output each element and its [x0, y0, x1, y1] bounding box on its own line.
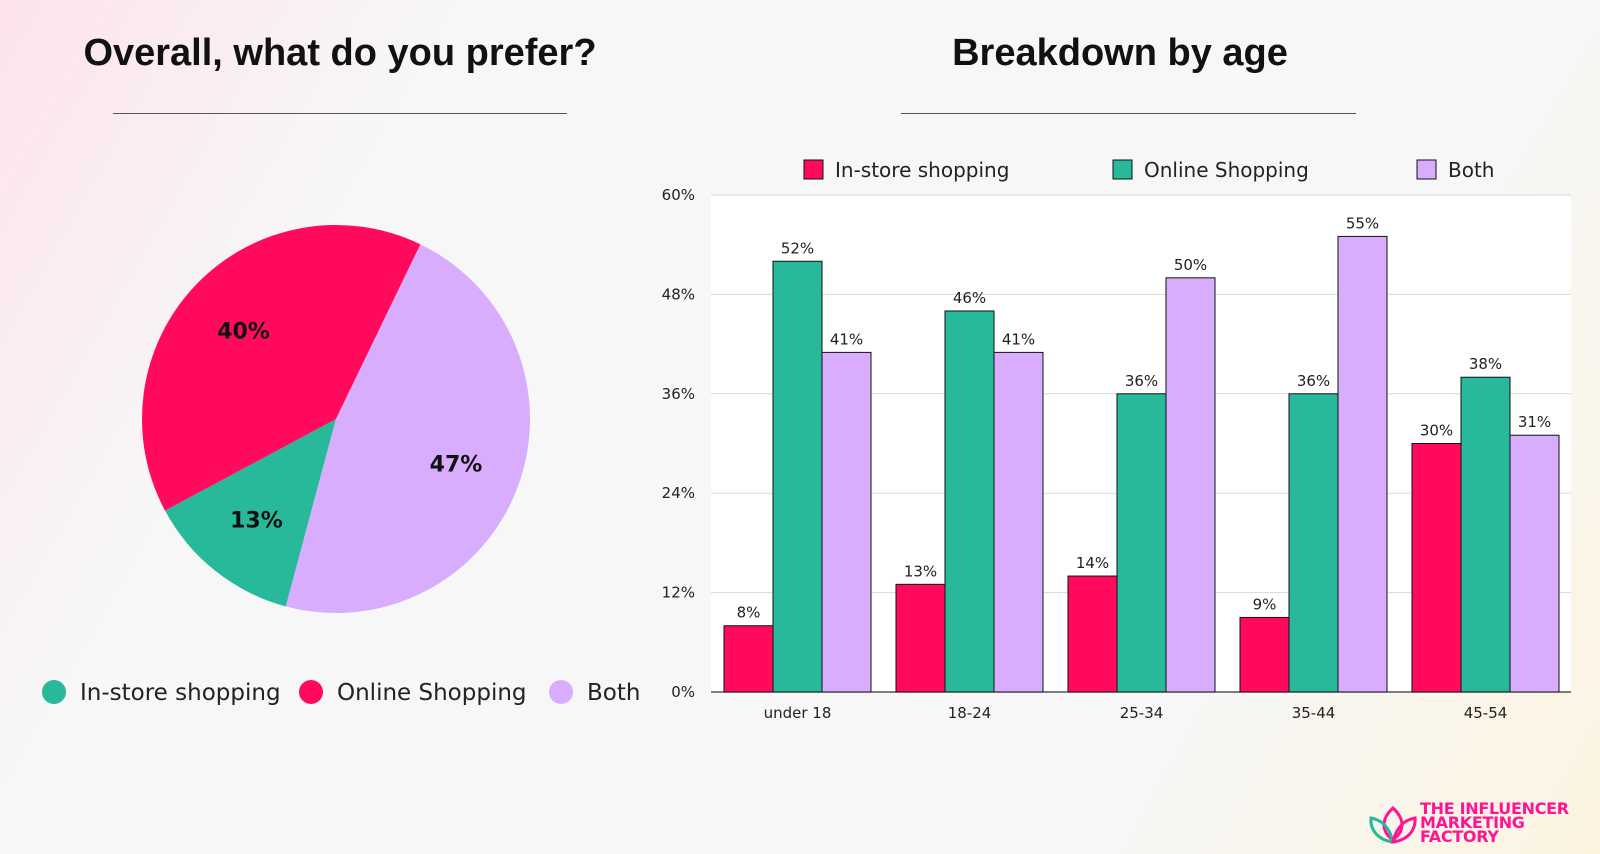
- bar-legend: In-store shopping Online Shopping Both: [803, 158, 1494, 182]
- pie-label-in-store-shopping: 13%: [230, 508, 283, 533]
- bar-in-store-shopping-18-24: [895, 583, 946, 693]
- x-tick-label: 25-34: [1120, 704, 1164, 722]
- legend-label: Online Shopping: [337, 680, 527, 706]
- legend-swatch: [299, 680, 323, 704]
- brand-logo: THE INFLUENCER MARKETING FACTORY: [1368, 799, 1593, 848]
- pie-label-online-shopping: 40%: [217, 319, 270, 344]
- bar-value-label: 9%: [1253, 595, 1277, 613]
- pie-chart: 13% 40% 47%: [142, 225, 530, 613]
- brand-line-1: THE INFLUENCER: [1420, 799, 1569, 818]
- bar-chart-title: Breakdown by age: [952, 32, 1288, 74]
- pie-label-both: 47%: [430, 453, 483, 478]
- legend-swatch: [803, 159, 824, 180]
- bar-value-label: 8%: [737, 604, 761, 622]
- bar-in-store-shopping-under-18: [723, 625, 774, 693]
- pie-slice-in-store-shopping: [165, 419, 336, 607]
- bar-value-label: 38%: [1469, 355, 1502, 373]
- pie-legend-item-both: Both: [549, 680, 640, 706]
- bar-online-shopping-18-24: [944, 310, 995, 693]
- pie-chart-title: Overall, what do you prefer?: [83, 32, 597, 74]
- legend-label: Online Shopping: [1144, 158, 1309, 182]
- legend-swatch: [1416, 159, 1437, 180]
- legend-label: In-store shopping: [80, 680, 281, 706]
- bar-value-label: 36%: [1125, 372, 1158, 390]
- bar-both-under-18: [821, 351, 872, 693]
- bar-online-shopping-under-18: [772, 260, 823, 693]
- x-tick-label: 35-44: [1292, 704, 1336, 722]
- bar-both-25-34: [1165, 277, 1216, 693]
- bar-value-label: 55%: [1346, 214, 1379, 232]
- bar-in-store-shopping-45-54: [1411, 443, 1462, 693]
- bar-in-store-shopping-25-34: [1067, 575, 1118, 693]
- brand-wordmark: THE INFLUENCER MARKETING FACTORY: [1420, 799, 1569, 846]
- bar-online-shopping-25-34: [1116, 393, 1167, 693]
- bar-legend-item-in-store-shopping: In-store shopping: [803, 158, 1009, 182]
- bar-value-label: 52%: [781, 239, 814, 257]
- brand-line-2: MARKETING: [1420, 813, 1525, 832]
- y-tick-label: 12%: [662, 584, 695, 602]
- pie-slice-online-shopping: [142, 225, 421, 511]
- bar-title-divider: [901, 113, 1356, 114]
- y-tick-label: 0%: [671, 683, 695, 701]
- legend-label: Both: [587, 680, 640, 706]
- bar-value-label: 41%: [1002, 330, 1035, 348]
- bar-in-store-shopping-35-44: [1239, 616, 1290, 693]
- bar-chart: 0% 12% 24% 36% 48% 60% 8% 52% 41% under 18 13% 46% 4…: [662, 186, 1571, 722]
- pie-slice-both: [285, 244, 530, 613]
- pie-legend-item-in-store-shopping: In-store shopping: [42, 680, 281, 706]
- pie-legend-item-online-shopping: Online Shopping: [299, 680, 527, 706]
- legend-label: Both: [1448, 158, 1494, 182]
- legend-swatch: [42, 680, 66, 704]
- bar-value-label: 30%: [1420, 422, 1453, 440]
- bar-both-35-44: [1337, 235, 1388, 693]
- y-tick-label: 36%: [662, 385, 695, 403]
- y-tick-label: 24%: [662, 484, 695, 502]
- legend-label: In-store shopping: [835, 158, 1009, 182]
- x-tick-label: under 18: [764, 704, 832, 722]
- bar-value-label: 36%: [1297, 372, 1330, 390]
- bar-value-label: 14%: [1076, 554, 1109, 572]
- y-tick-label: 60%: [662, 186, 695, 204]
- pie-legend: In-store shopping Online Shopping Both: [42, 680, 640, 706]
- bar-value-label: 41%: [830, 330, 863, 348]
- bar-online-shopping-45-54: [1460, 376, 1511, 693]
- bar-both-45-54: [1509, 434, 1560, 693]
- y-tick-label: 48%: [662, 285, 695, 303]
- bar-value-label: 50%: [1174, 256, 1207, 274]
- brand-line-3: FACTORY: [1420, 827, 1499, 846]
- bar-online-shopping-35-44: [1288, 393, 1339, 693]
- bar-value-label: 46%: [953, 289, 986, 307]
- x-tick-label: 45-54: [1464, 704, 1508, 722]
- legend-swatch: [1112, 159, 1133, 180]
- bar-legend-item-both: Both: [1416, 158, 1494, 182]
- legend-swatch: [549, 680, 573, 704]
- bar-value-label: 31%: [1518, 413, 1551, 431]
- bar-value-label: 13%: [904, 562, 937, 580]
- x-tick-label: 18-24: [948, 704, 992, 722]
- bar-legend-item-online-shopping: Online Shopping: [1112, 158, 1309, 182]
- pie-title-divider: [113, 113, 567, 114]
- lotus-icon: [1369, 805, 1417, 844]
- bar-both-18-24: [993, 351, 1044, 693]
